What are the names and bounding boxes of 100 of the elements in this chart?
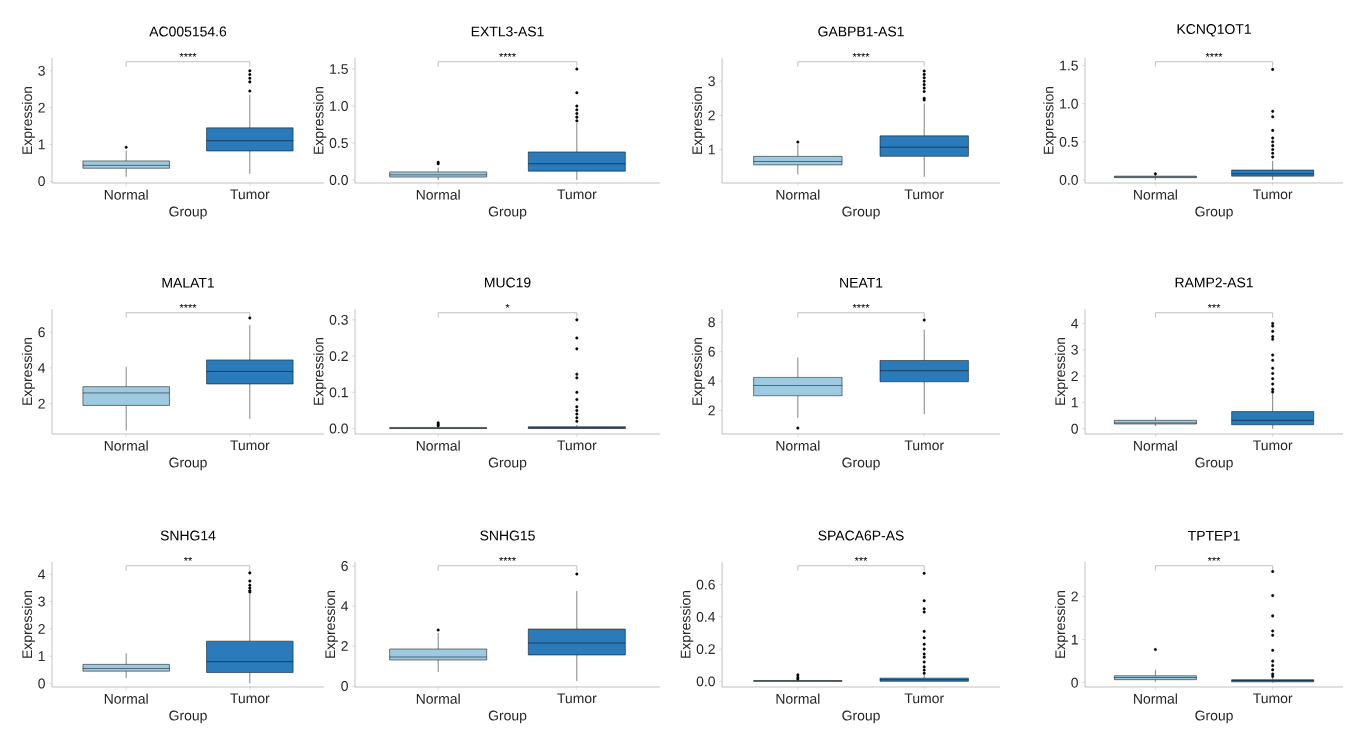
y-axis-title: Expression <box>1054 590 1068 658</box>
y-tick-label: 1 <box>1071 397 1078 408</box>
y-axis-title: Expression <box>21 86 35 154</box>
y-tick-label: 6 <box>708 346 715 357</box>
y-axis-title: Expression <box>1043 86 1057 154</box>
text: **** <box>852 304 870 308</box>
x-tick-label: Tumor <box>1253 440 1293 451</box>
y-tick-label: 1.5 <box>1060 60 1078 71</box>
y-tick-label: 0.0 <box>1059 174 1078 185</box>
x-tick-label: Normal <box>776 693 820 704</box>
y-tick-label: 0 <box>38 678 45 689</box>
x-axis-title: Group <box>1195 710 1233 724</box>
chart-title: MUC19 <box>485 277 531 288</box>
y-tick-label: 2 <box>38 623 45 634</box>
x-tick-label: Normal <box>776 440 820 451</box>
y-tick-label: 4 <box>708 376 716 386</box>
chart-title: MALAT1 <box>162 277 214 288</box>
chart-title: SPACA6P-AS <box>818 530 904 541</box>
y-tick-label: 1.0 <box>1060 98 1078 109</box>
y-tick-label: 0.0 <box>329 423 348 434</box>
y-tick-label: 0 <box>1071 677 1078 688</box>
y-tick-label: 3 <box>708 76 715 87</box>
x-tick-label: Normal <box>776 189 820 200</box>
x-axis-title: Group <box>1195 457 1233 471</box>
x-tick-label: Tumor <box>1253 693 1293 704</box>
x-axis-title: Group <box>169 206 207 220</box>
y-tick-label: 2 <box>708 110 715 121</box>
x-axis-title: Group <box>842 457 880 471</box>
y-axis-title: Expression <box>691 337 705 405</box>
x-tick-label: Tumor <box>557 693 597 704</box>
y-tick-label: 0 <box>1071 423 1078 434</box>
chart-title: KCNQ1OT1 <box>1177 24 1251 37</box>
y-axis-title: Expression <box>1054 337 1068 405</box>
x-tick-label: Tumor <box>904 693 944 704</box>
chart-title: RAMP2-AS1 <box>1175 277 1253 288</box>
y-tick-label: 0.4 <box>696 611 716 622</box>
y-tick-label: 0.1 <box>329 387 348 398</box>
chart-title: NEAT1 <box>840 277 883 288</box>
y-tick-label: 1 <box>708 144 715 155</box>
text: * <box>505 304 510 308</box>
x-tick-label: Tumor <box>557 189 597 200</box>
x-tick-label: Normal <box>1134 189 1177 200</box>
x-axis-title: Group <box>488 457 527 471</box>
y-tick-label: 1.0 <box>330 101 348 111</box>
chart-title: EXTL3-AS1 <box>471 26 544 37</box>
x-tick-label: Tumor <box>230 693 270 704</box>
y-tick-label: 4 <box>341 601 349 611</box>
text: **** <box>179 53 197 57</box>
text: **** <box>499 557 516 561</box>
chart-title: TPTEP1 <box>1187 530 1240 541</box>
y-axis-title: Expression <box>691 86 705 154</box>
y-axis-title: Expression <box>21 590 35 658</box>
y-tick-label: 0.0 <box>696 676 715 687</box>
y-tick-label: 0.5 <box>1059 136 1078 147</box>
x-axis-title: Group <box>169 457 207 471</box>
y-axis-title: Expression <box>324 590 338 658</box>
y-axis-title: Expression <box>313 337 327 405</box>
x-tick-label: Normal <box>416 440 460 451</box>
x-axis-title: Group <box>842 206 880 220</box>
y-tick-label: 2 <box>38 102 45 113</box>
x-tick-label: Normal <box>104 440 148 451</box>
x-axis-title: Group <box>488 710 527 724</box>
chart-title: SNHG15 <box>480 530 535 541</box>
text: ** <box>183 557 193 561</box>
text: **** <box>499 53 516 57</box>
y-tick-label: 4 <box>38 363 46 373</box>
chart-title: SNHG14 <box>160 530 216 541</box>
y-axis-title: Expression <box>680 590 694 658</box>
y-tick-label: 0.5 <box>329 138 348 148</box>
x-tick-label: Normal <box>416 693 460 704</box>
y-tick-label: 1.5 <box>330 64 348 74</box>
x-tick-label: Tumor <box>904 440 944 451</box>
text: *** <box>854 557 868 561</box>
y-tick-label: 3 <box>38 596 45 607</box>
x-axis-title: Group <box>488 206 527 220</box>
y-tick-label: 2 <box>708 405 715 416</box>
x-tick-label: Normal <box>104 189 148 200</box>
x-axis-title: Group <box>1195 206 1233 220</box>
text: **** <box>1205 53 1223 57</box>
y-tick-label: 4 <box>38 569 46 580</box>
text: *** <box>1207 304 1221 308</box>
y-tick-label: 3 <box>1071 344 1078 355</box>
x-axis-title: Group <box>169 710 207 724</box>
y-tick-label: 4 <box>1071 318 1079 329</box>
y-tick-label: 0.6 <box>696 579 715 590</box>
y-tick-label: 0 <box>38 176 45 187</box>
y-axis-title: Expression <box>313 86 327 154</box>
y-axis-title: Expression <box>21 337 35 405</box>
y-tick-label: 2 <box>38 398 45 409</box>
y-tick-label: 1 <box>38 139 45 150</box>
y-tick-label: 0 <box>341 681 348 691</box>
y-tick-label: 8 <box>708 317 715 328</box>
y-tick-label: 0.0 <box>329 175 348 185</box>
x-tick-label: Tumor <box>1253 189 1293 200</box>
y-tick-label: 2 <box>1071 591 1078 602</box>
x-tick-label: Normal <box>1134 693 1177 704</box>
y-tick-label: 2 <box>1071 371 1078 381</box>
y-tick-label: 0.3 <box>329 314 348 325</box>
x-tick-label: Normal <box>416 189 460 200</box>
y-tick-label: 3 <box>38 65 45 76</box>
